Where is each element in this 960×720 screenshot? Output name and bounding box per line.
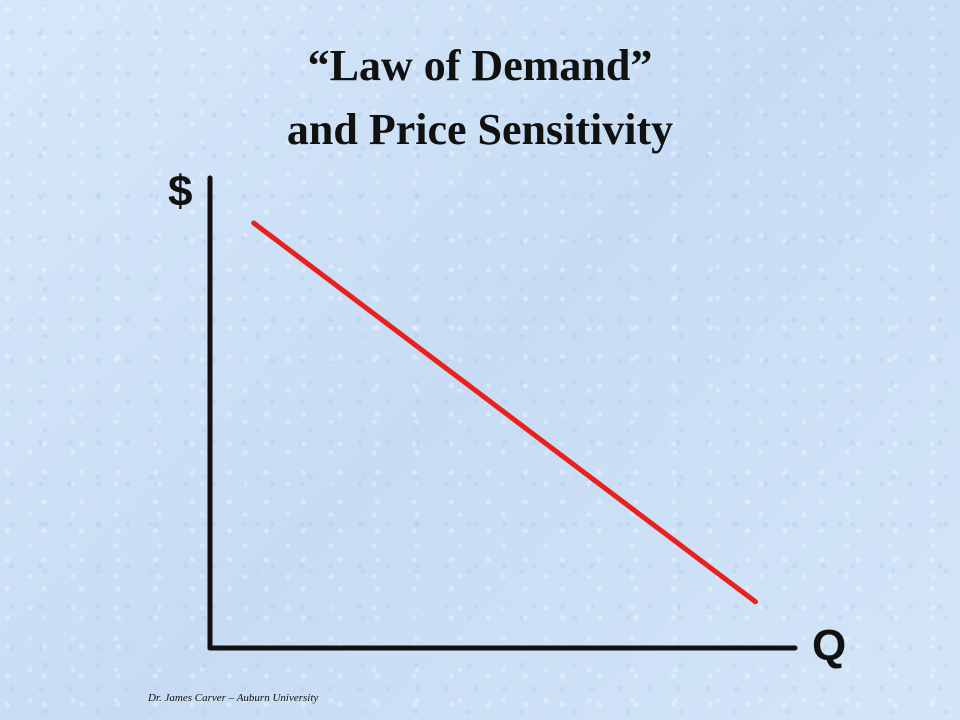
series-layer bbox=[251, 220, 758, 605]
y-axis-label: $ bbox=[168, 167, 193, 216]
demand-curve-line bbox=[251, 220, 758, 605]
footer-credit: Dr. James Carver – Auburn University bbox=[148, 692, 319, 704]
slide-title-line-2: and Price Sensitivity bbox=[286, 105, 674, 154]
x-axis-label: Q bbox=[812, 621, 847, 670]
slide-title-line-1: “Law of Demand” bbox=[307, 41, 653, 90]
